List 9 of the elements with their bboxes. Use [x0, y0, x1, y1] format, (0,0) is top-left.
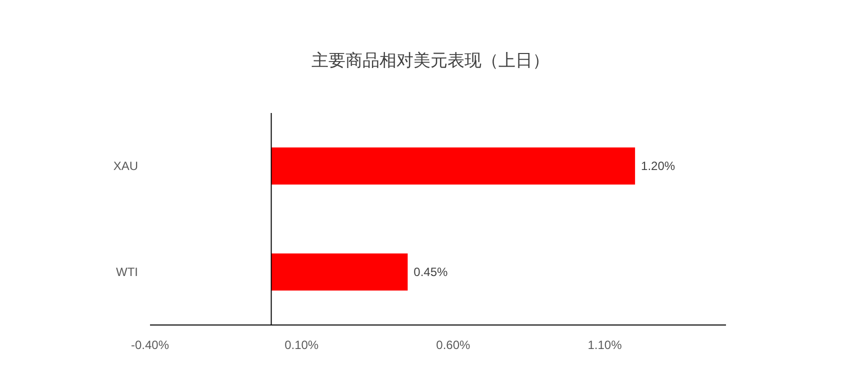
x-tick-label: -0.40% [130, 338, 170, 352]
x-tick-label: 1.10% [588, 338, 622, 352]
x-tick-label: 0.10% [284, 338, 319, 352]
y-tick-label: XAU [113, 159, 138, 173]
chart-title: 主要商品相对美元表现（上日） [312, 51, 550, 70]
y-tick-label: WTI [116, 265, 138, 279]
x-tick-label: 0.60% [436, 338, 470, 352]
data-label: 0.45% [414, 265, 448, 279]
data-label: 1.20% [641, 159, 676, 173]
